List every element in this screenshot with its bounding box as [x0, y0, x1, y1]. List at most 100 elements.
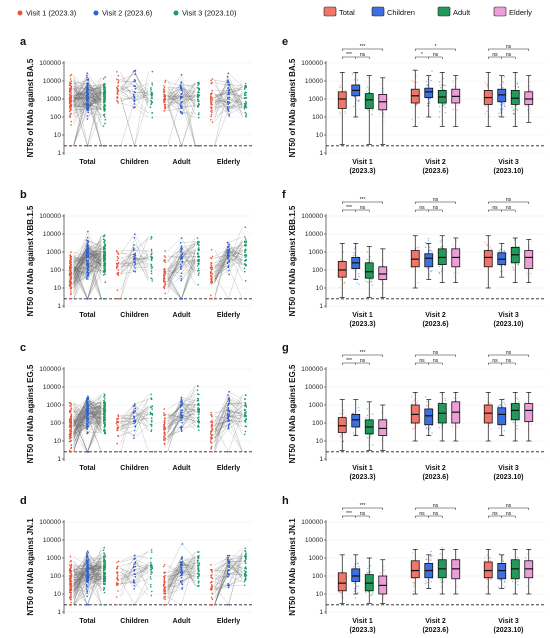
data-point	[245, 241, 247, 244]
jitter-point	[427, 267, 429, 270]
data-point	[179, 96, 182, 98]
jitter-point	[340, 279, 342, 281]
panel-c-total-visit-2-points	[85, 395, 90, 453]
data-point	[209, 432, 212, 435]
data-point	[244, 579, 246, 581]
data-point	[70, 120, 73, 123]
data-point	[226, 106, 229, 108]
panel-f-visit-3-box-total	[483, 235, 493, 289]
panel-e-visit-1-box-total	[337, 72, 347, 145]
data-point	[86, 267, 89, 270]
data-point	[86, 106, 89, 109]
data-point	[151, 112, 153, 114]
box-body	[524, 250, 534, 269]
data-point	[70, 105, 73, 107]
panel-e-xtick-date-2: (2023.6)	[422, 168, 448, 175]
data-point	[70, 563, 73, 566]
jitter-point	[457, 427, 460, 429]
significance-label: ns	[492, 205, 498, 211]
data-point	[104, 243, 106, 245]
data-point	[244, 575, 246, 577]
data-point	[87, 96, 89, 98]
jitter-point	[358, 275, 360, 278]
panel-e-visit-3-significance-3: ns	[501, 52, 516, 59]
data-point	[116, 259, 119, 262]
data-point	[180, 430, 183, 432]
data-point	[228, 584, 231, 586]
data-point	[227, 394, 229, 396]
jitter-point	[485, 243, 487, 245]
significance-bracket	[428, 209, 443, 212]
data-point	[151, 414, 154, 416]
data-point	[117, 271, 120, 274]
data-point	[151, 82, 153, 84]
data-point	[180, 576, 183, 579]
data-point	[243, 415, 246, 418]
panel-d-ytick-3: 1000	[47, 555, 62, 562]
data-point	[210, 587, 213, 589]
data-point	[210, 414, 212, 416]
data-point	[243, 244, 246, 247]
panel-d-total-points	[68, 546, 107, 606]
data-point	[210, 280, 213, 283]
legend-label-elderly: Elderly	[509, 8, 532, 17]
data-point	[226, 451, 229, 453]
jitter-point	[381, 259, 383, 261]
data-point	[87, 104, 90, 107]
data-point	[86, 556, 88, 559]
jitter-point	[369, 436, 372, 438]
data-point	[104, 104, 106, 107]
data-point	[117, 257, 119, 260]
panel-f-visit-2-significance-2: ns	[415, 205, 429, 212]
data-point	[228, 245, 230, 247]
data-point	[150, 423, 153, 426]
data-point	[116, 429, 119, 432]
jitter-point	[498, 427, 500, 429]
panel-b-total-trajectories	[73, 230, 102, 300]
box-body	[364, 262, 374, 279]
data-point	[151, 412, 154, 415]
jitter-point	[513, 113, 515, 115]
jitter-point	[425, 242, 427, 244]
data-point	[181, 588, 183, 590]
data-point	[210, 435, 213, 437]
data-point	[163, 430, 166, 432]
data-point	[85, 567, 88, 570]
data-point	[134, 73, 136, 75]
data-point	[150, 594, 153, 597]
data-point	[228, 413, 230, 415]
panel-c-elderly-points	[209, 390, 248, 453]
jitter-point	[380, 264, 382, 267]
jitter-point	[353, 252, 355, 254]
panel-e-xtick-visit-3: Visit 3	[498, 159, 519, 166]
panel-g-visit-3-box-children	[497, 398, 507, 436]
panel-b-category-elderly: Elderly	[209, 226, 248, 319]
panel-g-visit-1-significance-2: ***	[342, 358, 356, 365]
data-point	[70, 403, 73, 406]
significance-label: ns	[433, 350, 439, 356]
data-point	[227, 427, 230, 430]
data-point	[86, 427, 88, 430]
data-point	[86, 418, 88, 420]
jitter-point	[517, 86, 520, 89]
jitter-point	[366, 414, 369, 417]
data-point	[150, 253, 153, 256]
data-point	[70, 414, 73, 417]
data-point	[179, 98, 182, 100]
data-point	[87, 248, 89, 250]
data-point	[245, 254, 248, 256]
jitter-point	[451, 426, 454, 428]
data-point	[70, 432, 73, 435]
data-point	[211, 121, 214, 123]
significance-label: ns	[492, 52, 498, 58]
data-point	[69, 429, 72, 432]
jitter-point	[501, 406, 504, 408]
data-point	[87, 579, 89, 582]
jitter-point	[512, 110, 515, 112]
data-point	[150, 270, 153, 272]
data-point	[243, 408, 246, 411]
data-point	[117, 79, 120, 81]
data-point	[244, 553, 247, 556]
data-point	[132, 93, 135, 96]
